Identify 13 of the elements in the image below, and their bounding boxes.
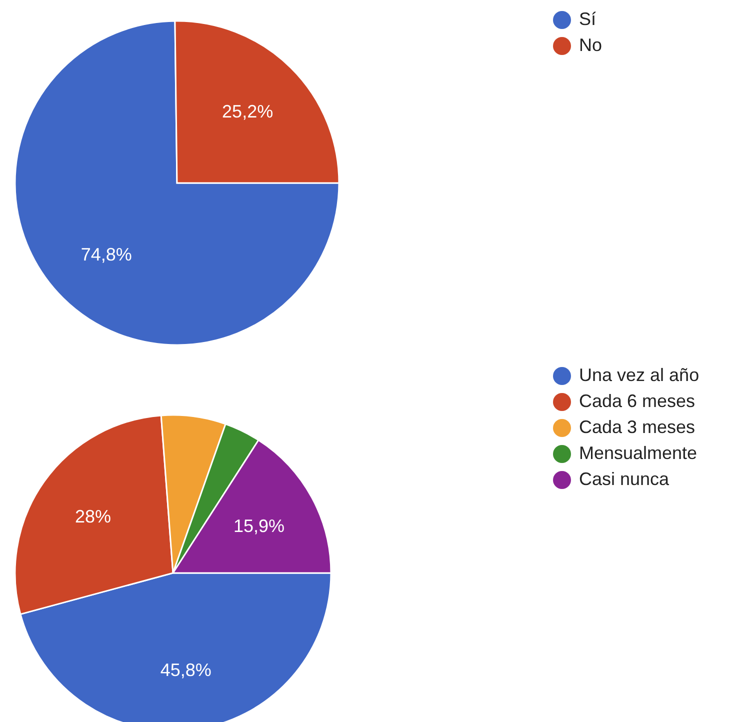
legend-label: Cada 6 meses [579,391,696,411]
data-label: 45,8% [160,660,212,680]
pie-slice [14,20,340,346]
data-label: 28% [75,506,112,526]
legend-label: Una vez al año [579,365,700,385]
data-label: 25,2% [222,102,274,122]
legend-label: Sí [579,9,596,29]
legend-label: No [579,35,602,55]
legend-label: Casi nunca [579,469,670,489]
legend-label: Mensualmente [579,443,698,463]
data-label: 15,9% [233,516,285,536]
data-label: 74,8% [80,244,132,264]
legend-label: Cada 3 meses [579,417,696,437]
